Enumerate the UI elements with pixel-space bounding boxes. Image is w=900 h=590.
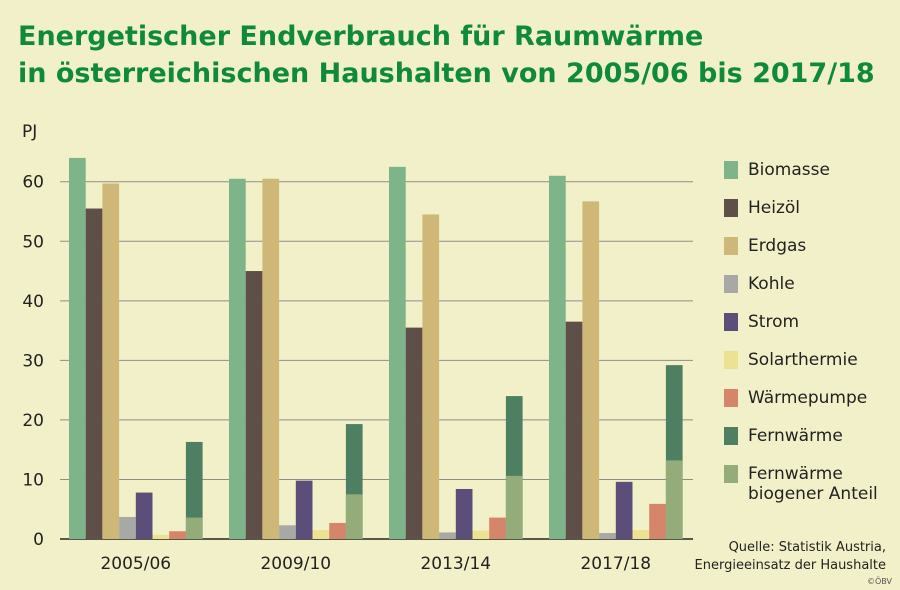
x-tick-label-2: 2013/14 bbox=[420, 554, 491, 574]
y-tick-label-60: 60 bbox=[22, 173, 44, 193]
legend-label-4: Strom bbox=[748, 312, 800, 332]
bar-3-0 bbox=[549, 175, 566, 540]
bar-1-1 bbox=[245, 271, 263, 539]
y-axis-unit-label: PJ bbox=[22, 122, 37, 142]
legend-item-4: Strom bbox=[724, 312, 878, 350]
bar-2-4 bbox=[455, 488, 473, 539]
bar-3-2 bbox=[582, 201, 600, 540]
legend-swatch-3 bbox=[724, 275, 738, 293]
x-tick-label-1: 2009/10 bbox=[260, 554, 331, 574]
bar-0-7 bbox=[185, 441, 203, 539]
y-tick-label-30: 30 bbox=[22, 351, 44, 371]
bar-1-5 bbox=[312, 530, 330, 539]
bar-0-4 bbox=[135, 492, 153, 539]
bar-3-8 bbox=[665, 460, 683, 539]
bar-3-4 bbox=[615, 481, 633, 539]
bar-1-3 bbox=[279, 525, 296, 539]
legend-item-8: Fernwärme biogener Anteil bbox=[724, 464, 878, 504]
bar-1-4 bbox=[295, 480, 313, 539]
legend-label-0: Biomasse bbox=[748, 160, 830, 180]
source-note: Quelle: Statistik Austria, Energieeinsat… bbox=[695, 539, 886, 575]
bar-1-6 bbox=[329, 522, 346, 539]
legend-item-7: Fernwärme bbox=[724, 426, 878, 464]
bar-2-1 bbox=[405, 327, 423, 539]
legend-label-3: Kohle bbox=[748, 274, 795, 294]
bar-2-8 bbox=[505, 475, 523, 539]
bar-3-1 bbox=[565, 321, 583, 539]
bar-3-6 bbox=[649, 503, 666, 539]
legend-item-5: Solarthermie bbox=[724, 350, 878, 388]
title-line-2: in österreichischen Haushalten von 2005/… bbox=[18, 58, 875, 89]
legend-swatch-4 bbox=[724, 313, 738, 331]
legend-swatch-2 bbox=[724, 237, 738, 255]
bar-0-6 bbox=[169, 531, 186, 539]
bar-1-2 bbox=[262, 178, 280, 539]
y-tick-label-0: 0 bbox=[33, 530, 44, 550]
bar-0-1 bbox=[85, 208, 103, 540]
bar-2-6 bbox=[489, 517, 506, 539]
y-tick-label-20: 20 bbox=[22, 411, 44, 431]
source-line-1: Quelle: Statistik Austria, bbox=[728, 540, 886, 555]
legend-label-1: Heizöl bbox=[748, 198, 801, 218]
bar-1-0 bbox=[229, 178, 246, 539]
legend-item-3: Kohle bbox=[724, 274, 878, 312]
source-line-2: Energieeinsatz der Haushalte bbox=[694, 558, 886, 573]
bar-3-5 bbox=[632, 530, 650, 539]
legend: Biomasse Heizöl Erdgas Kohle Strom Solartherm… bbox=[724, 160, 878, 504]
title-line-1: Energetischer Endverbrauch für Raumwärme bbox=[18, 21, 704, 52]
legend-item-2: Erdgas bbox=[724, 236, 878, 274]
bar-1-8 bbox=[345, 494, 363, 539]
x-tick-label-0: 2005/06 bbox=[100, 554, 171, 574]
y-tick-label-40: 40 bbox=[22, 292, 44, 312]
legend-label-6: Wärmepumpe bbox=[748, 388, 868, 408]
legend-item-6: Wärmepumpe bbox=[724, 388, 878, 426]
legend-item-0: Biomasse bbox=[724, 160, 878, 198]
x-tick-label-3: 2017/18 bbox=[580, 554, 651, 574]
bar-2-2 bbox=[422, 214, 440, 539]
legend-label-2: Erdgas bbox=[748, 236, 807, 256]
legend-swatch-1 bbox=[724, 199, 738, 217]
bar-2-5 bbox=[472, 530, 490, 539]
bar-2-3 bbox=[439, 532, 456, 539]
y-tick-label-50: 50 bbox=[22, 232, 44, 252]
bar-0-8 bbox=[185, 517, 203, 539]
copyright: ©ÖBV bbox=[866, 577, 892, 586]
legend-swatch-0 bbox=[724, 161, 738, 179]
bar-0-3 bbox=[119, 516, 136, 539]
y-tick-label-10: 10 bbox=[22, 470, 44, 490]
bar-2-0 bbox=[389, 166, 406, 539]
legend-swatch-5 bbox=[724, 351, 738, 369]
legend-label-5: Solarthermie bbox=[748, 350, 858, 370]
legend-swatch-7 bbox=[724, 427, 738, 445]
bar-0-5 bbox=[152, 534, 170, 539]
bar-3-3 bbox=[599, 533, 616, 539]
legend-label-7: Fernwärme bbox=[748, 426, 843, 446]
legend-swatch-8 bbox=[724, 465, 738, 483]
legend-item-1: Heizöl bbox=[724, 198, 878, 236]
bar-0-0 bbox=[69, 157, 86, 539]
legend-label-8: Fernwärme biogener Anteil bbox=[748, 464, 878, 504]
legend-swatch-6 bbox=[724, 389, 738, 407]
bar-0-2 bbox=[102, 183, 120, 539]
chart-title: Energetischer Endverbrauch für Raumwärme… bbox=[18, 18, 875, 92]
